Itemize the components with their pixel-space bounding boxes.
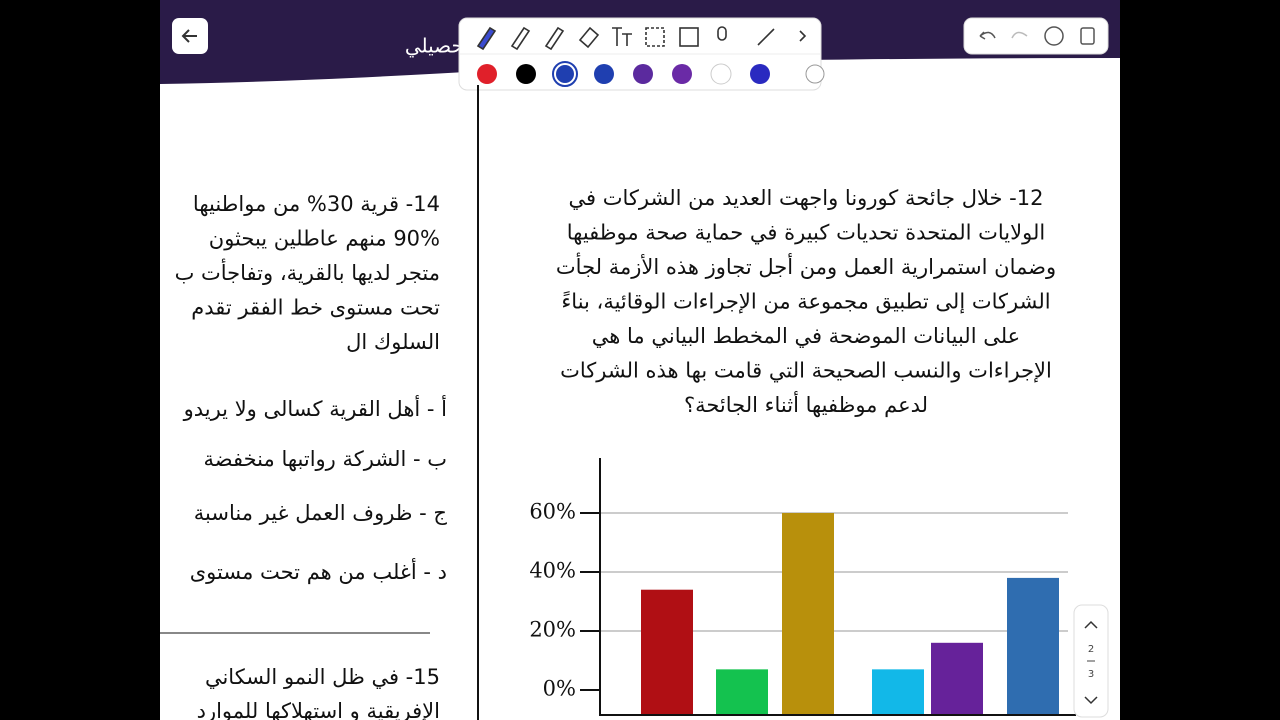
undo-button[interactable] [979,31,996,40]
question-line: الإجراءات والنسب الصحيحة التي قامت بها ه… [560,359,1052,383]
bar [1007,577,1059,714]
total-pages: 3 [1088,669,1094,680]
bar [872,669,924,714]
document-page [160,0,1120,720]
question-line: 12- خلال جائحة كورونا واجهت العديد من ال… [569,186,1044,210]
color-swatch[interactable] [477,64,497,84]
color-swatch[interactable] [750,64,770,84]
back-icon [181,29,197,43]
question-line: 90% منهم عاطلين يبحثون [209,227,440,252]
bar [641,589,693,714]
y-tick-label: 40% [529,559,576,583]
page-up[interactable] [1084,620,1098,629]
more-button[interactable] [1044,26,1064,46]
left-column: 14- قرية 30% من مواطنيها 90% منهم عاطلين … [175,192,448,720]
action-toolbar [963,17,1109,55]
pencil-tool[interactable] [510,26,531,51]
question-line: وضمان استمرارية العمل ومن أجل تجاوز هذه … [556,252,1056,279]
link-tool[interactable] [757,28,775,46]
color-swatch[interactable] [516,64,536,84]
question-line: على البيانات الموضحة في المخطط البياني م… [592,324,1020,348]
answer-option: ج - ظروف العمل غير مناسبة [194,501,448,526]
color-swatch[interactable] [633,64,653,84]
page-indicator: 2 3 [1073,604,1109,718]
y-tick-label: 20% [529,618,576,642]
question-line: متجر لديها بالقرية، وتفاجأت ب [175,258,440,285]
select-tool[interactable] [645,27,665,47]
redo-button[interactable] [1011,31,1028,39]
answer-option: ب - الشركة رواتبها منخفضة [204,447,447,471]
y-tick-label: 60% [529,500,576,524]
text-tool[interactable] [612,27,632,46]
bar [782,513,834,714]
answer-option: د - أغلب من هم تحت مستوى [190,558,447,585]
y-tick-label: 0% [543,677,576,701]
color-swatch[interactable] [594,64,614,84]
highlighter-tool[interactable] [544,26,565,51]
bar [931,642,983,714]
color-swatch-inner [556,65,574,83]
question-line: 15- في ظل النمو السكاني [205,665,440,689]
pages-button[interactable] [1080,27,1095,45]
image-tool[interactable] [679,27,699,47]
question-line: السلوك ال [346,330,440,354]
question-line: الشركات إلى تطبيق مجموعة من الإجراءات ال… [561,290,1050,315]
question-line: لدعم موظفيها أثناء الجائحة؟ [684,391,928,418]
chart: 0% 20% 40% 60% [529,458,1076,716]
current-page: 2 [1088,644,1094,655]
question-line: الولايات المتحدة تحديات كبيرة في حماية ص… [567,221,1045,245]
mic-tool[interactable] [717,26,727,41]
drawing-toolbar [458,17,825,91]
question-line: 14- قرية 30% من مواطنيها [193,192,440,216]
size-swatch[interactable] [805,64,825,84]
pen-tool[interactable] [476,26,497,51]
eraser-tool[interactable] [578,26,600,49]
more-tools[interactable] [799,30,807,42]
question-line: الإفريقية و استهلاكها للموارد [197,699,440,720]
right-column: 12- خلال جائحة كورونا واجهت العديد من ال… [556,186,1056,418]
bar [716,669,768,714]
color-swatch[interactable] [710,63,732,85]
page-down[interactable] [1084,696,1098,705]
answer-option: أ - أهل القرية كسالى ولا يريدو [183,395,447,421]
question-line: تحت مستوى خط الفقر تقدم [191,296,440,320]
color-swatch[interactable] [672,64,692,84]
